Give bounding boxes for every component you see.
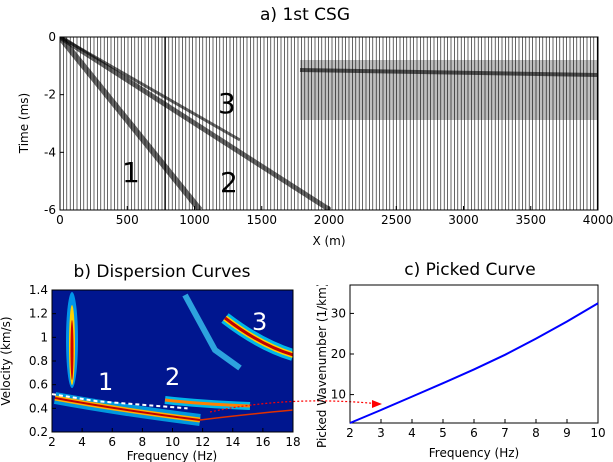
x-tick-label: 18	[285, 435, 300, 449]
x-tick-label: 3500	[515, 213, 546, 227]
y-tick-label: 10	[331, 388, 346, 402]
picked-curve	[51, 393, 188, 410]
x-tick-label: 1500	[246, 213, 277, 227]
x-tick-label: 2	[346, 426, 354, 440]
x-tick-label: 16	[255, 435, 270, 449]
x-label: Frequency (Hz)	[127, 449, 218, 462]
y-label: Velocity (km/s)	[0, 316, 13, 405]
y-tick-label: 1.4	[29, 283, 48, 297]
annotation: 1	[122, 156, 140, 189]
y-tick-label: 0.2	[29, 425, 48, 439]
x-tick-label: 10	[165, 435, 180, 449]
x-tick-label: 1000	[179, 213, 210, 227]
x-tick-label: 12	[195, 435, 210, 449]
y-tick-label: 0.6	[29, 378, 48, 392]
y-tick-label: -6	[44, 203, 56, 217]
title: b) Dispersion Curves	[74, 262, 251, 282]
line	[349, 302, 599, 424]
x-label: Frequency (Hz)	[429, 446, 520, 460]
x-tick-label: 6	[108, 435, 116, 449]
arrow-head	[372, 400, 382, 408]
x-tick-label: 2500	[381, 213, 412, 227]
y-tick-label: -2	[44, 88, 56, 102]
x-tick-label: 14	[225, 435, 240, 449]
x-tick-label: 3000	[448, 213, 479, 227]
x-tick-label: 5	[439, 426, 447, 440]
dispersion-image	[52, 290, 293, 432]
x-tick-label: 2000	[314, 213, 345, 227]
noise	[300, 60, 598, 120]
x-tick-label: 0	[56, 213, 64, 227]
x-tick-label: 4	[78, 435, 86, 449]
arrow	[209, 400, 381, 413]
y-tick-label: 1.2	[29, 307, 48, 321]
y-label: Picked Wavenumber (1/km)	[315, 282, 329, 448]
x-tick-label: 9	[563, 426, 571, 440]
event	[60, 37, 203, 210]
x-label: X (m)	[312, 234, 345, 248]
y-tick-label: 30	[331, 306, 346, 320]
y-tick-label: 0	[48, 30, 56, 44]
x-tick-label: 4	[408, 426, 416, 440]
title: a) 1st CSG	[260, 5, 350, 25]
x-tick-label: 6	[470, 426, 478, 440]
y-tick-label: 0.4	[29, 401, 48, 415]
x-tick-label: 4000	[583, 213, 613, 227]
y-tick-label: 0.8	[29, 354, 48, 368]
annotation: 2	[220, 166, 238, 199]
annotation: 3	[218, 87, 236, 120]
plot-frame	[349, 284, 599, 424]
y-label: Time (ms)	[17, 93, 31, 155]
y-tick-label: -4	[44, 145, 56, 159]
event	[60, 37, 332, 210]
x-tick-label: 8	[139, 435, 147, 449]
y-tick-label: 20	[331, 347, 346, 361]
event	[60, 37, 241, 142]
x-tick-label: 2	[48, 435, 56, 449]
y-tick-label: 1	[40, 330, 48, 344]
x-tick-label: 500	[116, 213, 139, 227]
title: c) Picked Curve	[404, 260, 535, 280]
annotation: 3	[252, 308, 267, 336]
x-tick-label: 8	[532, 426, 540, 440]
event	[299, 68, 598, 77]
annotation: 2	[165, 363, 180, 391]
seismic-image	[60, 37, 598, 210]
x-tick-label: 10	[590, 426, 605, 440]
annotation: 1	[98, 368, 113, 396]
x-tick-label: 7	[501, 426, 509, 440]
x-tick-label: 3	[377, 426, 385, 440]
